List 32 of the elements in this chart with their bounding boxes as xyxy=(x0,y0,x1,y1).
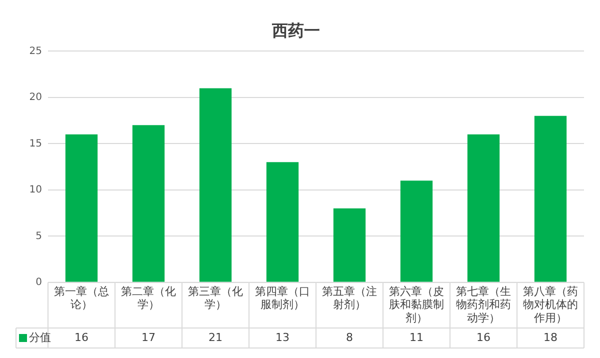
bar xyxy=(333,208,366,282)
y-tick-label: 25 xyxy=(29,46,42,57)
chart-title: 西药一 xyxy=(271,20,320,40)
data-label: 21 xyxy=(208,330,222,344)
y-tick-label: 0 xyxy=(36,276,42,288)
x-tick-label: 第三章（化学） xyxy=(188,284,243,312)
bar xyxy=(534,116,567,282)
bar xyxy=(132,125,165,282)
x-tick-label: 第一章（总论） xyxy=(54,284,109,312)
x-tick-label: 第二章（化学） xyxy=(121,284,176,312)
data-label: 13 xyxy=(276,330,290,344)
y-tick-label: 15 xyxy=(29,138,42,150)
legend-label: 分值 xyxy=(29,330,51,344)
data-label: 16 xyxy=(476,330,490,344)
y-tick-label: 5 xyxy=(36,230,42,242)
data-label: 17 xyxy=(142,330,156,344)
bar xyxy=(467,134,500,282)
x-tick-label: 第六章（皮肤和黏膜制剂） xyxy=(389,284,444,324)
y-tick-label: 10 xyxy=(29,184,42,196)
y-tick-label: 20 xyxy=(29,92,42,104)
data-label: 16 xyxy=(74,330,88,344)
bar xyxy=(400,180,433,282)
bar xyxy=(199,88,232,282)
x-tick-label: 第五章（注射剂） xyxy=(322,284,377,312)
x-tick-label: 第八章（药物对机体的作用） xyxy=(523,284,578,324)
data-label: 8 xyxy=(346,330,353,344)
data-label: 11 xyxy=(410,330,424,344)
bar xyxy=(65,134,98,282)
data-label: 18 xyxy=(544,330,558,344)
x-tick-label: 第七章（生物药剂和药动学） xyxy=(456,284,511,324)
x-tick-label: 第四章（口服制剂） xyxy=(255,284,310,312)
bar xyxy=(266,162,299,282)
